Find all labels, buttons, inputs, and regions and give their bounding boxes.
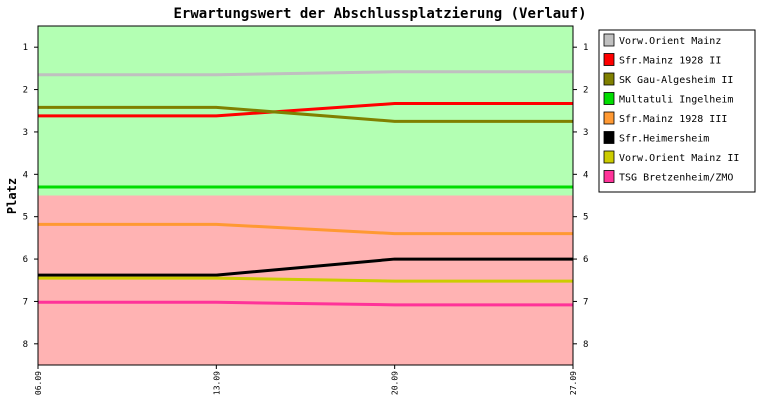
series-lines — [38, 70, 573, 307]
y-axis-label: Platz — [5, 178, 19, 214]
legend-swatch-3 — [603, 92, 615, 105]
y-tick-label-right-2: 2 — [583, 86, 588, 96]
y-tick-label-left-6: 6 — [23, 255, 28, 265]
series-line-7 — [38, 300, 573, 307]
y-ticks-right: 1 2 3 4 5 6 7 8 — [573, 43, 588, 350]
y-tick-label-right-1: 1 — [583, 43, 588, 53]
y-tick-label-left-8: 8 — [23, 340, 28, 350]
legend-swatch-6 — [603, 150, 615, 164]
legend-box — [598, 29, 756, 193]
y-tick-label-right-6: 6 — [583, 255, 588, 265]
legend-swatch-7 — [603, 170, 615, 183]
y-tick-label-left-2: 2 — [23, 86, 28, 96]
chart-title: Erwartungswert der Abschlussplatzierung … — [173, 6, 586, 22]
y-tick-label-right-5: 5 — [583, 213, 588, 223]
legend-swatch-4 — [603, 111, 615, 125]
x-tick-label-0: 06.09 — [34, 371, 43, 395]
legend-label-7: TSG Bretzenheim/ZMO — [619, 173, 733, 184]
y-tick-label-right-7: 7 — [583, 297, 588, 307]
series-line-2 — [38, 105, 573, 123]
y-tick-label-right-3: 3 — [583, 128, 588, 138]
legend-label-4: Sfr.Mainz 1928 III — [619, 114, 727, 125]
y-tick-label-left-7: 7 — [23, 297, 28, 307]
series-line-5 — [38, 257, 573, 277]
legend-swatch-2 — [603, 72, 615, 86]
plot-frame — [37, 25, 574, 366]
legend-swatch-0 — [603, 33, 615, 47]
series-line-4 — [38, 222, 573, 236]
background-bands — [38, 26, 573, 365]
legend-swatch-1 — [603, 53, 615, 66]
legend-swatch-5 — [603, 131, 615, 144]
x-tick-label-3: 27.09 — [569, 371, 578, 395]
y-tick-label-left-3: 3 — [23, 128, 28, 138]
series-line-1 — [38, 102, 573, 118]
series-line-0 — [38, 70, 573, 77]
x-tick-label-1: 13.09 — [212, 371, 221, 395]
y-tick-label-left-4: 4 — [23, 170, 28, 180]
legend-label-3: Multatuli Ingelheim — [619, 95, 733, 106]
y-ticks-left: 1 2 3 4 5 6 7 8 — [23, 43, 38, 350]
legend-label-1: Sfr.Mainz 1928 II — [619, 56, 721, 67]
legend-label-5: Sfr.Heimersheim — [619, 134, 709, 145]
x-ticks: 06.09 13.09 20.09 27.09 — [34, 365, 578, 395]
legend-label-2: SK Gau-Algesheim II — [619, 75, 733, 86]
legend: Vorw.Orient Mainz Sfr.Mainz 1928 II SK Gau… — [598, 29, 756, 193]
y-tick-label-right-8: 8 — [583, 340, 588, 350]
legend-label-0: Vorw.Orient Mainz — [619, 36, 721, 47]
series-line-6 — [38, 276, 573, 283]
x-tick-label-2: 20.09 — [391, 371, 400, 395]
y-tick-label-left-5: 5 — [23, 213, 28, 223]
legend-label-6: Vorw.Orient Mainz II — [619, 153, 739, 164]
y-tick-label-left-1: 1 — [23, 43, 28, 53]
y-tick-label-right-4: 4 — [583, 170, 588, 180]
